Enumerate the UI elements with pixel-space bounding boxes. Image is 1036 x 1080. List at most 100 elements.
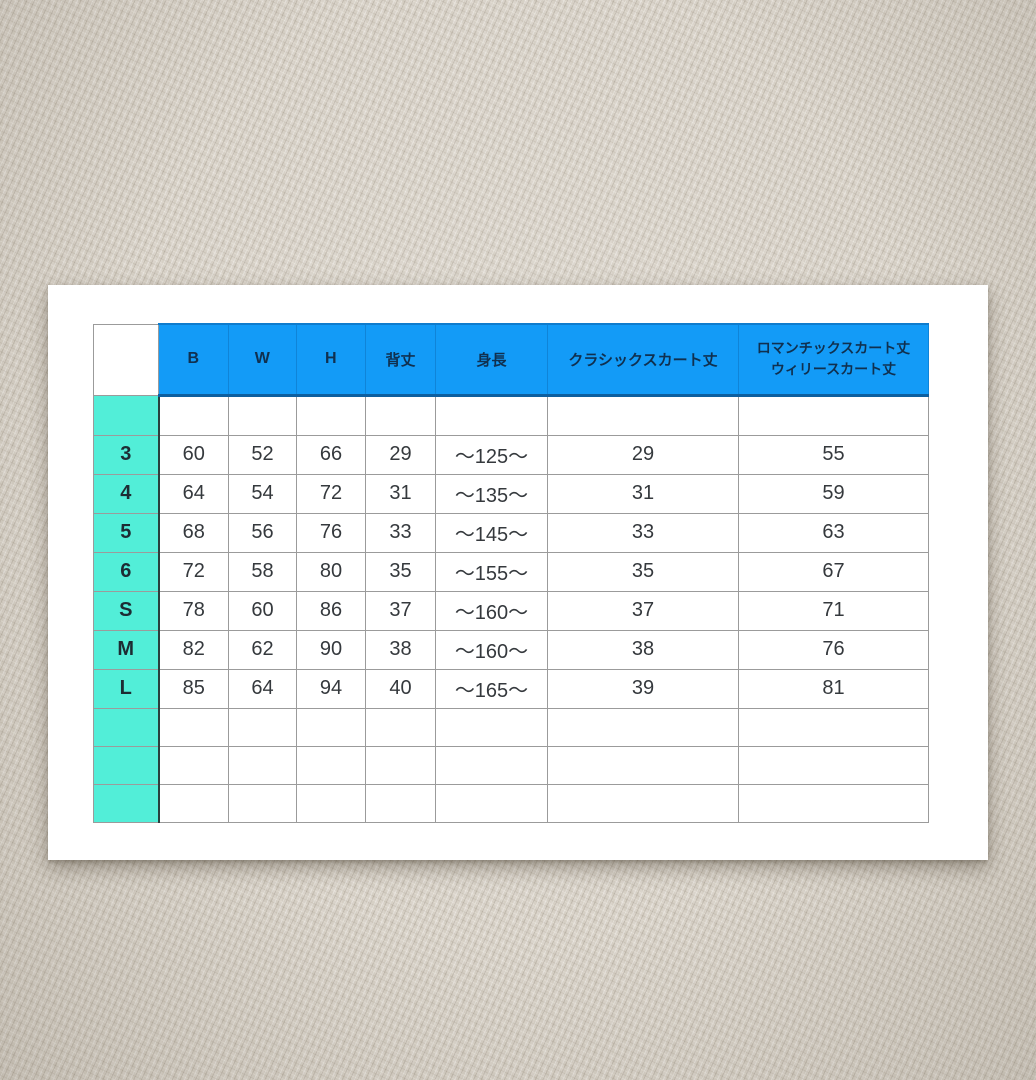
data-cell-waist: 58 [228, 551, 297, 592]
empty-cell [547, 707, 739, 747]
size-label: 6 [93, 551, 160, 592]
data-cell-bust: 64 [158, 473, 229, 514]
data-cell-back: 31 [365, 473, 436, 514]
size-label: S [93, 590, 160, 631]
header-row: B W H 背丈 身長 クラシックスカート丈 ロマンチックスカート丈 ウィリース… [93, 323, 929, 397]
willy-skirt-label: ウィリースカート丈 [770, 361, 897, 378]
size-chart-table: B W H 背丈 身長 クラシックスカート丈 ロマンチックスカート丈 ウィリース… [93, 323, 929, 823]
size-cell-empty [93, 783, 160, 823]
size-label: 4 [93, 473, 160, 514]
data-cell-waist: 60 [228, 590, 297, 631]
empty-cell [296, 783, 366, 823]
data-cell-back: 35 [365, 551, 436, 592]
empty-cell [158, 707, 229, 747]
col-header-hip: H [296, 323, 366, 397]
data-cell-romantic: 76 [738, 629, 929, 670]
empty-cell [435, 707, 548, 747]
data-cell-hip: 72 [296, 473, 366, 514]
size-cell-empty [93, 707, 160, 747]
data-cell-height: 〜160〜 [435, 629, 548, 670]
data-cell-hip: 94 [296, 668, 366, 709]
size-cell-empty [93, 745, 160, 785]
data-cell-back: 37 [365, 590, 436, 631]
data-cell-bust: 78 [158, 590, 229, 631]
empty-cell [228, 394, 297, 436]
empty-cell [296, 745, 366, 785]
data-cell-waist: 52 [228, 434, 297, 475]
size-label: L [93, 668, 160, 709]
data-cell-classic: 29 [547, 434, 739, 475]
data-cell-classic: 38 [547, 629, 739, 670]
col-header-back-length: 背丈 [365, 323, 436, 397]
col-header-classic-skirt: クラシックスカート丈 [547, 323, 739, 397]
data-cell-hip: 76 [296, 512, 366, 553]
data-cell-classic: 35 [547, 551, 739, 592]
empty-cell [158, 783, 229, 823]
blank-row [93, 783, 929, 823]
empty-cell [738, 394, 929, 436]
data-cell-romantic: 63 [738, 512, 929, 553]
data-cell-romantic: 81 [738, 668, 929, 709]
data-cell-height: 〜145〜 [435, 512, 548, 553]
empty-cell [435, 394, 548, 436]
data-cell-back: 38 [365, 629, 436, 670]
data-cell-back: 33 [365, 512, 436, 553]
empty-cell [738, 783, 929, 823]
empty-cell [158, 394, 229, 436]
empty-cell [158, 745, 229, 785]
data-cell-bust: 60 [158, 434, 229, 475]
col-header-height: 身長 [435, 323, 548, 397]
data-cell-height: 〜165〜 [435, 668, 548, 709]
data-cell-hip: 86 [296, 590, 366, 631]
spacer-row [93, 394, 929, 436]
blank-row [93, 707, 929, 747]
empty-cell [228, 707, 297, 747]
empty-cell [365, 745, 436, 785]
empty-cell [365, 783, 436, 823]
data-cell-waist: 64 [228, 668, 297, 709]
empty-cell [365, 707, 436, 747]
empty-cell [738, 745, 929, 785]
data-cell-bust: 82 [158, 629, 229, 670]
size-row-3: 3 60 52 66 29 〜125〜 29 55 [93, 434, 929, 475]
data-cell-hip: 66 [296, 434, 366, 475]
data-cell-waist: 62 [228, 629, 297, 670]
size-label: 3 [93, 434, 160, 475]
empty-cell [435, 783, 548, 823]
data-cell-romantic: 59 [738, 473, 929, 514]
data-cell-hip: 80 [296, 551, 366, 592]
data-cell-bust: 85 [158, 668, 229, 709]
data-cell-waist: 54 [228, 473, 297, 514]
size-cell-empty [93, 394, 160, 436]
data-cell-classic: 39 [547, 668, 739, 709]
empty-cell [296, 707, 366, 747]
data-cell-height: 〜155〜 [435, 551, 548, 592]
data-cell-back: 40 [365, 668, 436, 709]
data-cell-height: 〜160〜 [435, 590, 548, 631]
empty-cell [738, 707, 929, 747]
data-cell-classic: 37 [547, 590, 739, 631]
empty-cell [296, 394, 366, 436]
data-cell-waist: 56 [228, 512, 297, 553]
romantic-skirt-label: ロマンチックスカート丈 [756, 339, 911, 356]
data-cell-romantic: 67 [738, 551, 929, 592]
empty-cell [547, 783, 739, 823]
size-row-4: 4 64 54 72 31 〜135〜 31 59 [93, 473, 929, 514]
col-header-waist: W [228, 323, 297, 397]
size-label: M [93, 629, 160, 670]
size-label: 5 [93, 512, 160, 553]
size-row-l: L 85 64 94 40 〜165〜 39 81 [93, 668, 929, 709]
data-cell-classic: 31 [547, 473, 739, 514]
size-row-m: M 82 62 90 38 〜160〜 38 76 [93, 629, 929, 670]
empty-cell [435, 745, 548, 785]
data-cell-bust: 72 [158, 551, 229, 592]
size-row-6: 6 72 58 80 35 〜155〜 35 67 [93, 551, 929, 592]
data-cell-back: 29 [365, 434, 436, 475]
size-chart-card: B W H 背丈 身長 クラシックスカート丈 ロマンチックスカート丈 ウィリース… [48, 285, 988, 860]
data-cell-hip: 90 [296, 629, 366, 670]
corner-cell [93, 323, 159, 396]
empty-cell [228, 745, 297, 785]
size-row-5: 5 68 56 76 33 〜145〜 33 63 [93, 512, 929, 553]
col-header-romantic-willy-skirt: ロマンチックスカート丈 ウィリースカート丈 [738, 323, 929, 397]
